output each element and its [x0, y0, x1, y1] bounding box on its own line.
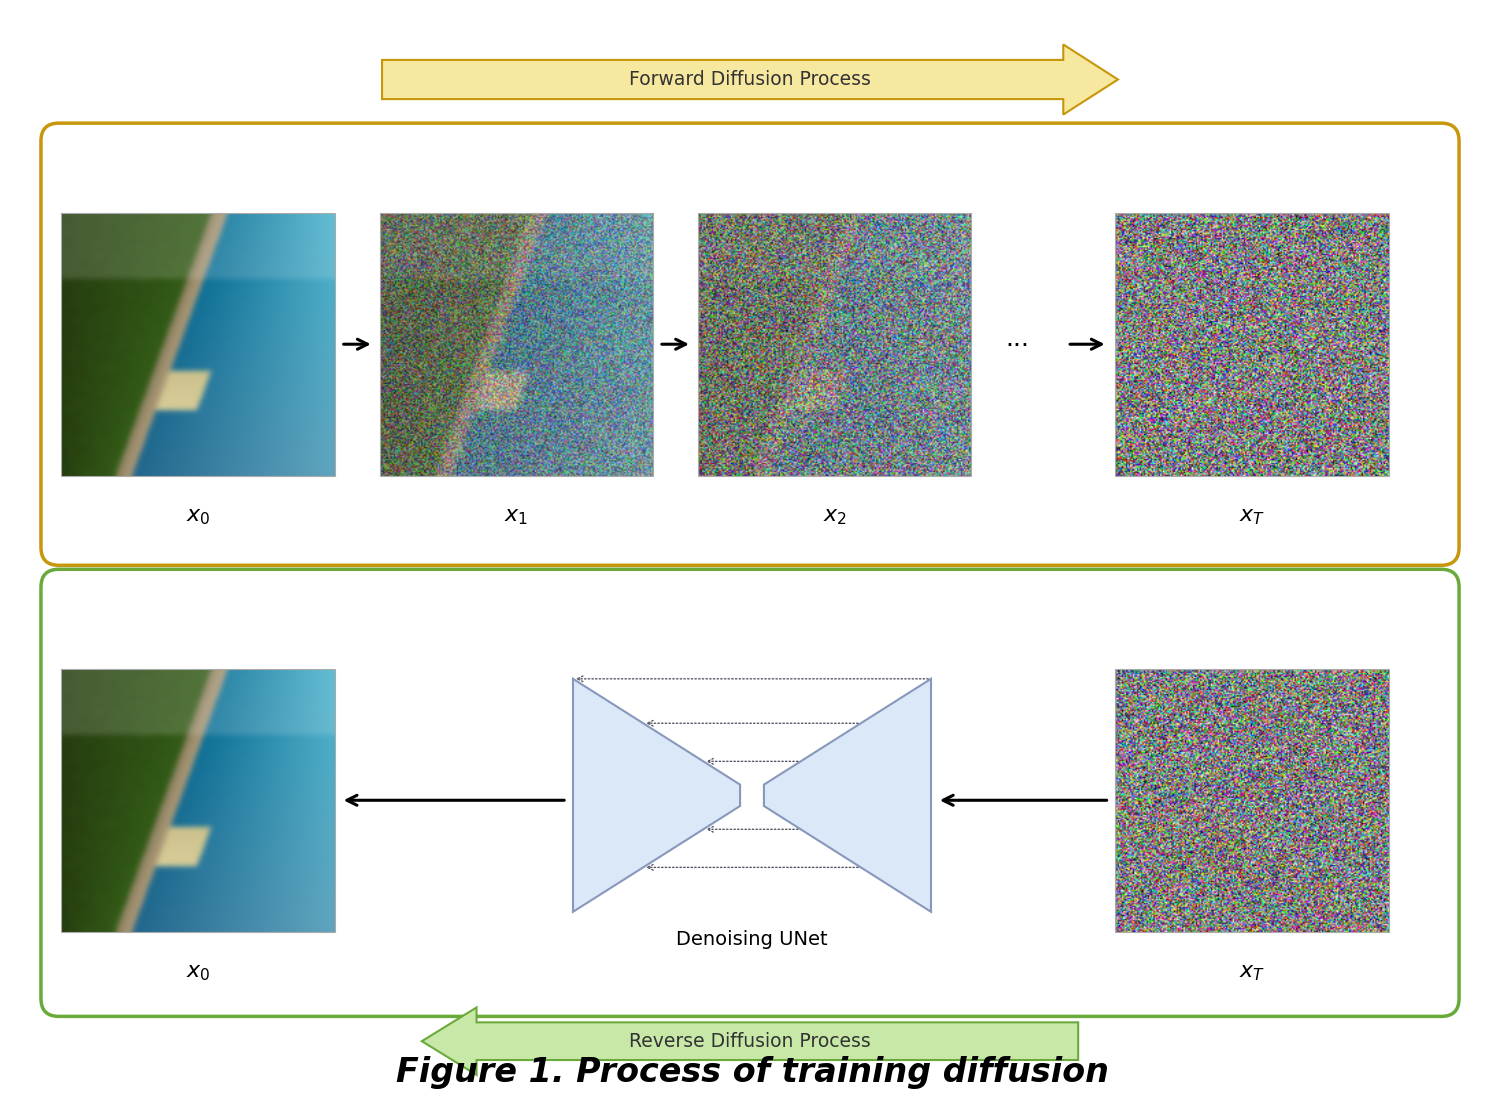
Text: $x_T$: $x_T$: [1239, 507, 1265, 527]
Bar: [1116, 669, 1390, 931]
Text: $x_T$: $x_T$: [1239, 963, 1265, 984]
Text: ...: ...: [1006, 327, 1030, 351]
FancyBboxPatch shape: [41, 123, 1459, 565]
Polygon shape: [421, 1008, 1078, 1075]
Text: $x_1$: $x_1$: [504, 507, 528, 527]
Text: $x_0$: $x_0$: [186, 507, 211, 527]
Bar: [62, 213, 335, 475]
Polygon shape: [573, 679, 740, 911]
Text: Figure 1. Process of training diffusion: Figure 1. Process of training diffusion: [396, 1056, 1108, 1089]
Polygon shape: [764, 679, 931, 911]
Text: Reverse Diffusion Process: Reverse Diffusion Process: [629, 1032, 871, 1051]
Polygon shape: [382, 44, 1117, 114]
Text: $x_2$: $x_2$: [823, 507, 847, 527]
FancyBboxPatch shape: [41, 569, 1459, 1017]
Bar: [62, 669, 335, 931]
Text: $x_0$: $x_0$: [186, 963, 211, 984]
Bar: [698, 213, 972, 475]
Bar: [1116, 213, 1390, 475]
Text: Denoising UNet: Denoising UNet: [677, 930, 827, 949]
Bar: [379, 213, 653, 475]
Text: Forward Diffusion Process: Forward Diffusion Process: [629, 70, 871, 89]
